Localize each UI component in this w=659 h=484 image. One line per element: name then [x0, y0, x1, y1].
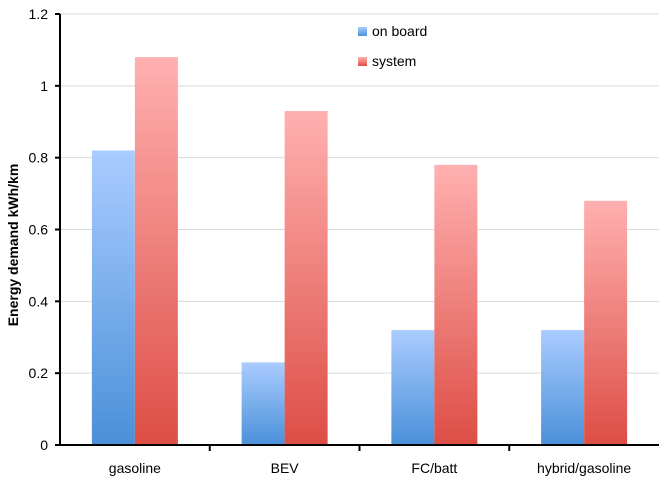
legend-swatch — [358, 57, 367, 66]
bar-system-gasoline — [134, 57, 178, 445]
legend: on board system — [358, 23, 427, 69]
bar-on-board-gasoline — [91, 150, 135, 445]
legend-label: system — [372, 53, 416, 69]
y-tick-label: 1.2 — [29, 6, 49, 22]
bar-on-board-hybrid-gasoline — [541, 330, 585, 445]
legend-label: on board — [372, 23, 427, 39]
y-tick-label: 0.8 — [29, 150, 49, 166]
y-tick-label: 0.4 — [29, 293, 49, 309]
axes — [55, 13, 659, 451]
x-tick-label: FC/batt — [411, 460, 457, 476]
legend-swatch — [358, 27, 367, 36]
bar-system-hybrid-gasoline — [584, 200, 628, 445]
y-tick-label: 0 — [40, 437, 48, 453]
x-tick-labels: gasoline BEV FC/batt hybrid/gasoline — [109, 460, 632, 476]
x-tick-label: hybrid/gasoline — [537, 460, 631, 476]
y-tick-label: 0.2 — [29, 365, 49, 381]
y-tick-label: 0.6 — [29, 222, 49, 238]
y-tick-labels: 0 0.2 0.4 0.6 0.8 1 1.2 — [29, 6, 49, 453]
y-axis-label: Energy demand kWh/km — [5, 164, 21, 327]
bar-system-bev — [284, 110, 328, 445]
bar-system-fc-batt — [434, 164, 478, 445]
bar-on-board-fc-batt — [391, 330, 435, 445]
x-tick-label: gasoline — [109, 460, 161, 476]
bars — [91, 57, 628, 445]
y-tick-label: 1 — [40, 78, 48, 94]
bar-on-board-bev — [241, 362, 285, 445]
x-tick-label: BEV — [271, 460, 300, 476]
